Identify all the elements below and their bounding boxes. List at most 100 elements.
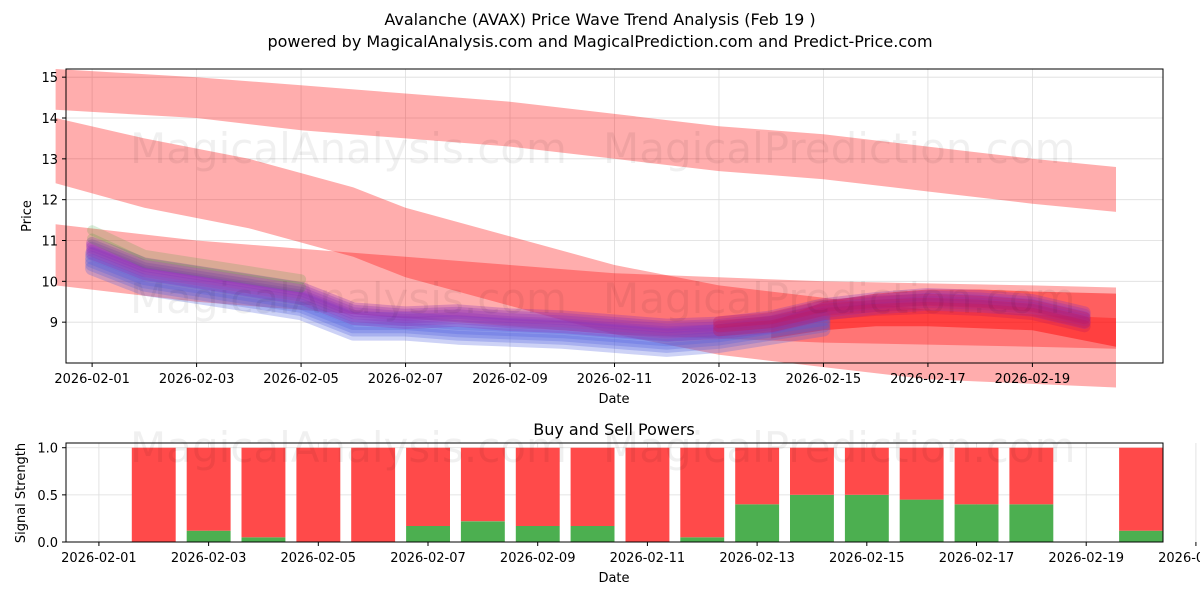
trend-band-1	[55, 69, 1117, 212]
buy-bar	[790, 494, 834, 542]
signal-x-tick-label: 2026-02-13	[719, 551, 795, 566]
signal-x-tick-label: 2026-02-09	[500, 551, 576, 566]
sell-bar	[790, 447, 834, 495]
watermark-analysis-bottom: MagicalAnalysis.com	[130, 423, 567, 472]
buy-bar	[515, 526, 560, 542]
buy-bar	[406, 526, 450, 542]
trend-band-4	[771, 289, 1116, 347]
buy-bar	[954, 504, 999, 542]
price-x-tick-label: 2026-02-03	[159, 372, 235, 387]
price-x-tick-label: 2026-02-05	[263, 372, 339, 387]
price-y-axis: 9 10 11 12 13 14 15	[41, 71, 66, 331]
price-x-tick-label: 2026-02-15	[786, 372, 862, 387]
price-y-tick-label: 12	[41, 194, 58, 209]
buy-bar	[735, 504, 780, 542]
signal-x-tick-label: 2026-02-11	[610, 551, 686, 566]
buy-bar	[570, 526, 615, 542]
signal-panel: Buy and Sell Powers MagicalAnalysis.com …	[14, 420, 1200, 586]
price-panel: MagicalAnalysis.com MagicalPrediction.co…	[20, 68, 1164, 407]
sell-bar	[844, 447, 889, 495]
price-y-tick-label: 15	[41, 71, 58, 86]
buy-bar	[844, 494, 889, 542]
wave-line-2-3	[86, 241, 1091, 336]
price-x-tick-label: 2026-02-11	[577, 372, 653, 387]
wave-line-4-2	[87, 225, 307, 285]
sell-bar	[680, 447, 725, 538]
sell-bar	[735, 447, 780, 505]
signal-y-tick-label: 0.0	[37, 536, 58, 551]
signal-title: Buy and Sell Powers	[533, 420, 695, 439]
wave-line-1-4	[85, 250, 831, 347]
signal-x-tick-label: 2026-02-21	[1158, 551, 1200, 566]
sell-bar	[899, 447, 944, 500]
signal-x-label: Date	[598, 571, 629, 586]
price-y-tick-label: 9	[50, 316, 58, 331]
price-x-tick-label: 2026-02-09	[472, 372, 548, 387]
signal-y-tick-label: 0.5	[37, 489, 58, 504]
sell-bar	[460, 447, 505, 522]
buy-bar	[460, 521, 505, 542]
sell-bar	[186, 447, 231, 531]
watermark-analysis-top: MagicalAnalysis.com	[130, 124, 567, 173]
watermark-analysis-mid: MagicalAnalysis.com	[130, 274, 567, 323]
buy-bar	[1009, 504, 1054, 542]
signal-y-label: Signal Strength	[14, 443, 29, 543]
signal-panel-frame	[65, 442, 1164, 543]
price-grid	[66, 69, 1163, 363]
wave-line-2-2	[86, 244, 1091, 339]
sell-bar	[570, 447, 615, 526]
signal-y-axis: 0.0 0.5 1.0	[37, 442, 66, 551]
wave-line-3-3	[713, 293, 1091, 329]
buy-bar	[899, 499, 944, 542]
price-x-axis: 2026-02-01 2026-02-03 2026-02-05 2026-02-07…	[54, 363, 1070, 387]
wave-line-1-5	[85, 246, 831, 343]
price-waves	[85, 225, 1091, 357]
signal-x-tick-label: 2026-02-07	[390, 551, 466, 566]
signal-x-tick-label: 2026-02-03	[171, 551, 247, 566]
watermark-prediction-bottom: MagicalPrediction.com	[603, 423, 1076, 472]
price-y-tick-label: 11	[41, 235, 58, 250]
wave-line-1-3	[85, 253, 831, 350]
price-y-tick-label: 14	[41, 112, 58, 127]
wave-line-3-2	[713, 297, 1091, 333]
price-x-tick-label: 2026-02-01	[54, 372, 130, 387]
sell-bar	[296, 447, 341, 542]
sell-bar	[954, 447, 999, 505]
signal-x-tick-label: 2026-02-15	[829, 551, 905, 566]
wave-line-2-4	[86, 239, 1091, 334]
buy-bar	[241, 537, 286, 542]
signal-y-tick-label: 1.0	[37, 442, 58, 457]
signal-x-tick-label: 2026-02-01	[61, 551, 137, 566]
sell-bar	[1119, 447, 1163, 531]
watermark-prediction-mid: MagicalPrediction.com	[603, 274, 1076, 323]
sell-bar	[1009, 447, 1054, 505]
wave-line-2-5	[86, 236, 1091, 331]
price-y-tick-label: 13	[41, 153, 58, 168]
sell-bar	[406, 447, 450, 526]
price-x-tick-label: 2026-02-07	[368, 372, 444, 387]
chart-subtitle: powered by MagicalAnalysis.com and Magic…	[267, 32, 932, 51]
watermark-prediction-top: MagicalPrediction.com	[603, 124, 1076, 173]
price-x-tick-label: 2026-02-13	[681, 372, 757, 387]
trend-bands	[55, 69, 1117, 388]
buy-bar	[680, 537, 725, 542]
wave-line-2-1	[86, 247, 1091, 342]
price-y-tick-label: 10	[41, 275, 58, 290]
sell-bar	[351, 447, 396, 542]
sell-bar	[131, 447, 176, 542]
signal-bars	[131, 447, 1163, 542]
wave-line-1-2	[85, 257, 831, 353]
price-x-tick-label: 2026-02-17	[890, 372, 966, 387]
signal-x-tick-label: 2026-02-19	[1048, 551, 1124, 566]
trend-band-3	[55, 224, 1117, 349]
wave-line-1-1	[85, 261, 831, 357]
sell-bar	[241, 447, 286, 538]
price-x-tick-label: 2026-02-19	[995, 372, 1071, 387]
signal-x-tick-label: 2026-02-05	[281, 551, 357, 566]
price-y-label: Price	[20, 200, 35, 232]
chart-title: Avalanche (AVAX) Price Wave Trend Analys…	[384, 10, 815, 29]
buy-bar	[1119, 530, 1163, 542]
wave-line-3-1	[713, 301, 1091, 337]
buy-bar	[186, 530, 231, 542]
